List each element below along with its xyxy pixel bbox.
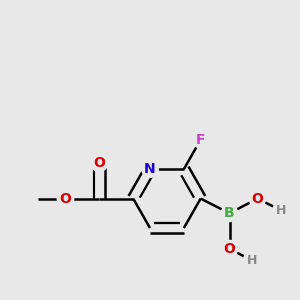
Circle shape <box>192 131 209 148</box>
Circle shape <box>249 190 266 207</box>
Circle shape <box>57 190 74 207</box>
Text: O: O <box>60 192 71 206</box>
Circle shape <box>221 205 238 221</box>
Circle shape <box>273 202 289 219</box>
Text: N: N <box>144 162 156 176</box>
Text: H: H <box>246 254 257 267</box>
Text: O: O <box>251 192 263 206</box>
Circle shape <box>142 161 158 177</box>
Text: B: B <box>224 206 235 220</box>
Circle shape <box>221 240 238 257</box>
Text: H: H <box>276 204 286 217</box>
Text: O: O <box>224 242 236 256</box>
Text: O: O <box>93 156 105 170</box>
Circle shape <box>243 252 260 269</box>
Text: F: F <box>196 133 206 147</box>
Circle shape <box>91 155 108 172</box>
